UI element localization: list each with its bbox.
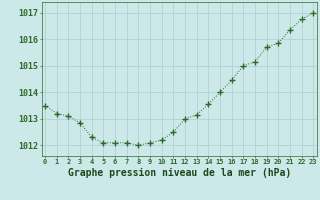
X-axis label: Graphe pression niveau de la mer (hPa): Graphe pression niveau de la mer (hPa)	[68, 168, 291, 178]
